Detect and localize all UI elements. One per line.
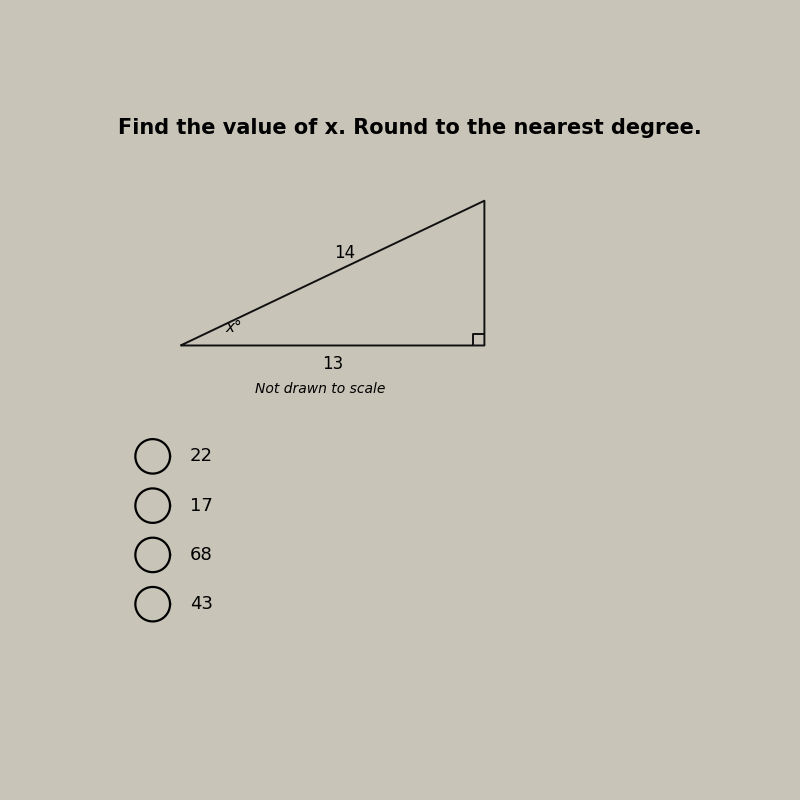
Text: 43: 43 [190, 595, 213, 613]
Text: 13: 13 [322, 355, 343, 373]
Text: x°: x° [225, 319, 242, 334]
Text: 17: 17 [190, 497, 213, 514]
Text: Not drawn to scale: Not drawn to scale [255, 382, 386, 395]
Text: Find the value of x. Round to the nearest degree.: Find the value of x. Round to the neares… [118, 118, 702, 138]
Text: 14: 14 [334, 244, 355, 262]
Text: 22: 22 [190, 447, 213, 466]
Text: 68: 68 [190, 546, 213, 564]
